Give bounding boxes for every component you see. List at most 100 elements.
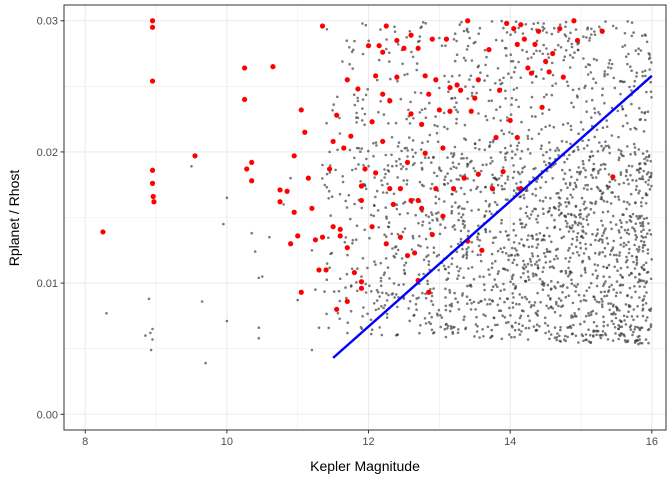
background-point bbox=[478, 275, 482, 278]
background-point bbox=[464, 138, 468, 141]
background-point bbox=[488, 302, 492, 306]
background-point bbox=[632, 31, 635, 34]
background-point bbox=[647, 57, 651, 61]
background-point bbox=[608, 185, 611, 188]
background-point bbox=[590, 173, 593, 177]
background-point bbox=[444, 335, 448, 339]
background-point bbox=[499, 289, 503, 293]
background-point bbox=[466, 97, 470, 100]
background-point bbox=[582, 166, 585, 170]
background-point bbox=[584, 84, 587, 88]
background-point bbox=[574, 290, 577, 293]
background-point bbox=[510, 253, 513, 257]
background-point bbox=[568, 225, 571, 228]
background-point bbox=[512, 88, 516, 91]
highlighted-point bbox=[401, 45, 407, 51]
background-point bbox=[541, 29, 545, 32]
background-point bbox=[573, 284, 576, 287]
background-point bbox=[346, 331, 349, 335]
background-point bbox=[461, 247, 464, 251]
background-point bbox=[588, 257, 591, 261]
background-point bbox=[554, 254, 558, 258]
background-point bbox=[639, 224, 643, 228]
background-point bbox=[541, 207, 545, 211]
background-point bbox=[434, 115, 437, 118]
background-point bbox=[617, 327, 621, 331]
background-point bbox=[638, 278, 641, 281]
background-point bbox=[633, 285, 636, 288]
background-point bbox=[599, 237, 602, 241]
background-point bbox=[555, 192, 558, 195]
highlighted-point bbox=[511, 26, 517, 32]
highlighted-point bbox=[298, 107, 304, 113]
background-point bbox=[470, 91, 474, 95]
background-point bbox=[641, 314, 645, 318]
background-point bbox=[359, 150, 362, 153]
background-point bbox=[529, 213, 533, 216]
background-point bbox=[323, 183, 327, 187]
background-point bbox=[571, 56, 575, 59]
background-point bbox=[648, 175, 652, 179]
background-point bbox=[507, 238, 510, 241]
background-point bbox=[444, 304, 448, 308]
highlighted-point bbox=[436, 107, 442, 113]
background-point bbox=[361, 257, 365, 260]
background-point bbox=[427, 156, 431, 159]
background-point bbox=[650, 184, 653, 188]
background-point bbox=[532, 52, 536, 56]
highlighted-point bbox=[380, 49, 386, 55]
background-point bbox=[468, 36, 472, 40]
background-point bbox=[627, 303, 631, 307]
background-point bbox=[521, 32, 525, 35]
background-point bbox=[571, 196, 574, 199]
background-point bbox=[606, 73, 609, 76]
background-point bbox=[533, 301, 537, 304]
background-point bbox=[450, 152, 453, 155]
background-point bbox=[550, 240, 553, 244]
x-tick-label: 8 bbox=[82, 436, 88, 448]
background-point bbox=[445, 278, 448, 282]
background-point bbox=[393, 296, 397, 299]
background-point bbox=[589, 313, 593, 317]
background-point bbox=[426, 282, 430, 286]
background-point bbox=[578, 241, 582, 245]
background-point bbox=[641, 224, 645, 228]
background-point bbox=[423, 317, 427, 320]
background-point bbox=[330, 251, 334, 255]
highlighted-point bbox=[334, 306, 340, 312]
background-point bbox=[435, 174, 439, 178]
background-point bbox=[449, 245, 453, 248]
background-point bbox=[476, 325, 479, 328]
background-point bbox=[605, 119, 608, 122]
background-point bbox=[454, 297, 457, 301]
background-point bbox=[479, 169, 483, 173]
highlighted-point bbox=[475, 171, 481, 177]
background-point bbox=[355, 121, 358, 124]
background-point bbox=[580, 196, 584, 200]
background-point bbox=[420, 161, 423, 165]
background-point bbox=[469, 188, 473, 192]
background-point bbox=[541, 280, 544, 283]
background-point bbox=[646, 110, 650, 113]
background-point bbox=[565, 80, 569, 84]
background-point bbox=[378, 295, 381, 298]
background-point bbox=[415, 62, 419, 65]
background-point bbox=[579, 299, 582, 303]
background-point bbox=[446, 324, 450, 328]
background-point bbox=[529, 152, 532, 155]
background-point bbox=[604, 227, 607, 230]
background-point bbox=[472, 167, 476, 170]
background-point bbox=[546, 210, 550, 214]
highlighted-point bbox=[574, 37, 581, 44]
background-point bbox=[504, 158, 507, 162]
highlighted-point bbox=[319, 234, 326, 240]
background-point bbox=[520, 238, 523, 241]
background-point bbox=[555, 336, 559, 339]
background-point bbox=[534, 207, 537, 211]
highlighted-point bbox=[514, 134, 520, 141]
background-point bbox=[497, 270, 500, 273]
background-point bbox=[325, 121, 328, 125]
background-point bbox=[626, 200, 629, 204]
highlighted-point bbox=[422, 150, 428, 156]
background-point bbox=[420, 108, 424, 112]
